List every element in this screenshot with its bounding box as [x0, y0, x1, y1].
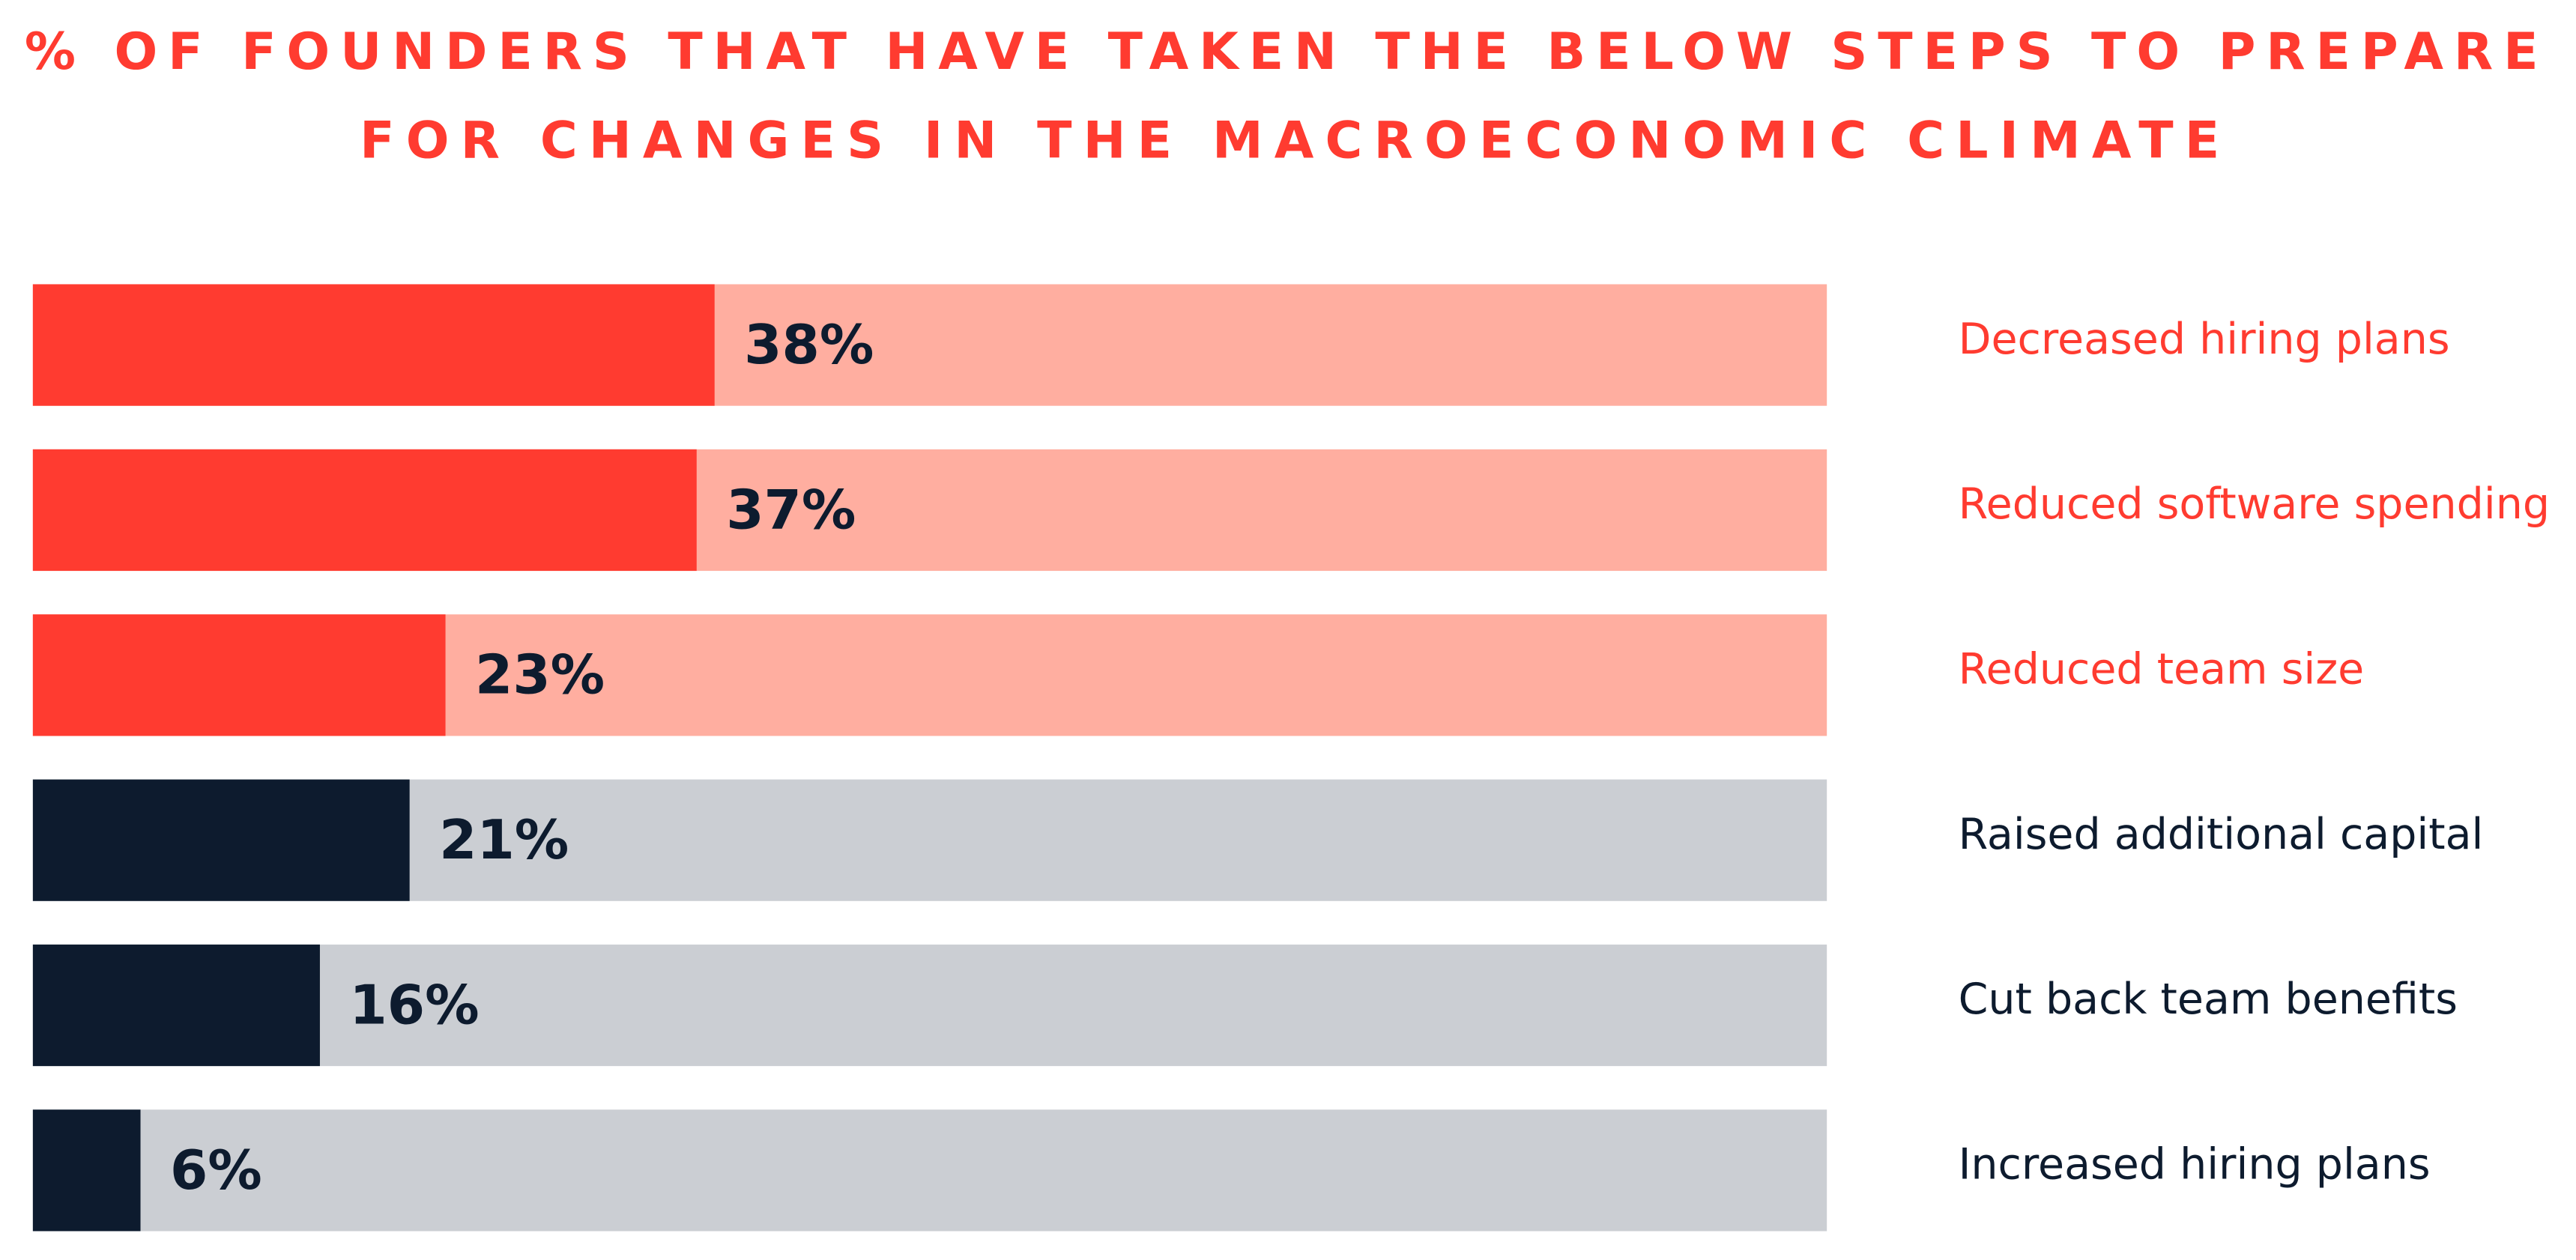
value-label: 23% — [475, 644, 605, 707]
bar — [32, 284, 715, 406]
category-label: Reduced software spending — [1959, 479, 2550, 529]
bar-track — [32, 944, 1827, 1067]
bar — [32, 449, 697, 572]
bar — [32, 944, 320, 1067]
category-label: Decreased hiring plans — [1959, 315, 2450, 364]
bar — [32, 1109, 141, 1232]
bar-track — [32, 1109, 1827, 1232]
chart-title: % OF FOUNDERS THAT HAVE TAKEN THE BELOW … — [25, 22, 2539, 82]
category-label: Increased hiring plans — [1959, 1140, 2431, 1190]
category-label: Cut back team benefits — [1959, 975, 2458, 1024]
bar — [32, 614, 446, 736]
value-label: 21% — [439, 809, 569, 872]
bar — [32, 779, 410, 901]
value-label: 37% — [726, 479, 856, 542]
value-label: 6% — [170, 1139, 262, 1202]
category-label: Reduced team size — [1959, 645, 2365, 694]
chart-title: FOR CHANGES IN THE MACROECONOMIC CLIMATE — [360, 112, 2219, 171]
value-label: 16% — [349, 974, 479, 1037]
category-label: Raised additional capital — [1959, 810, 2484, 859]
value-label: 38% — [744, 314, 874, 377]
